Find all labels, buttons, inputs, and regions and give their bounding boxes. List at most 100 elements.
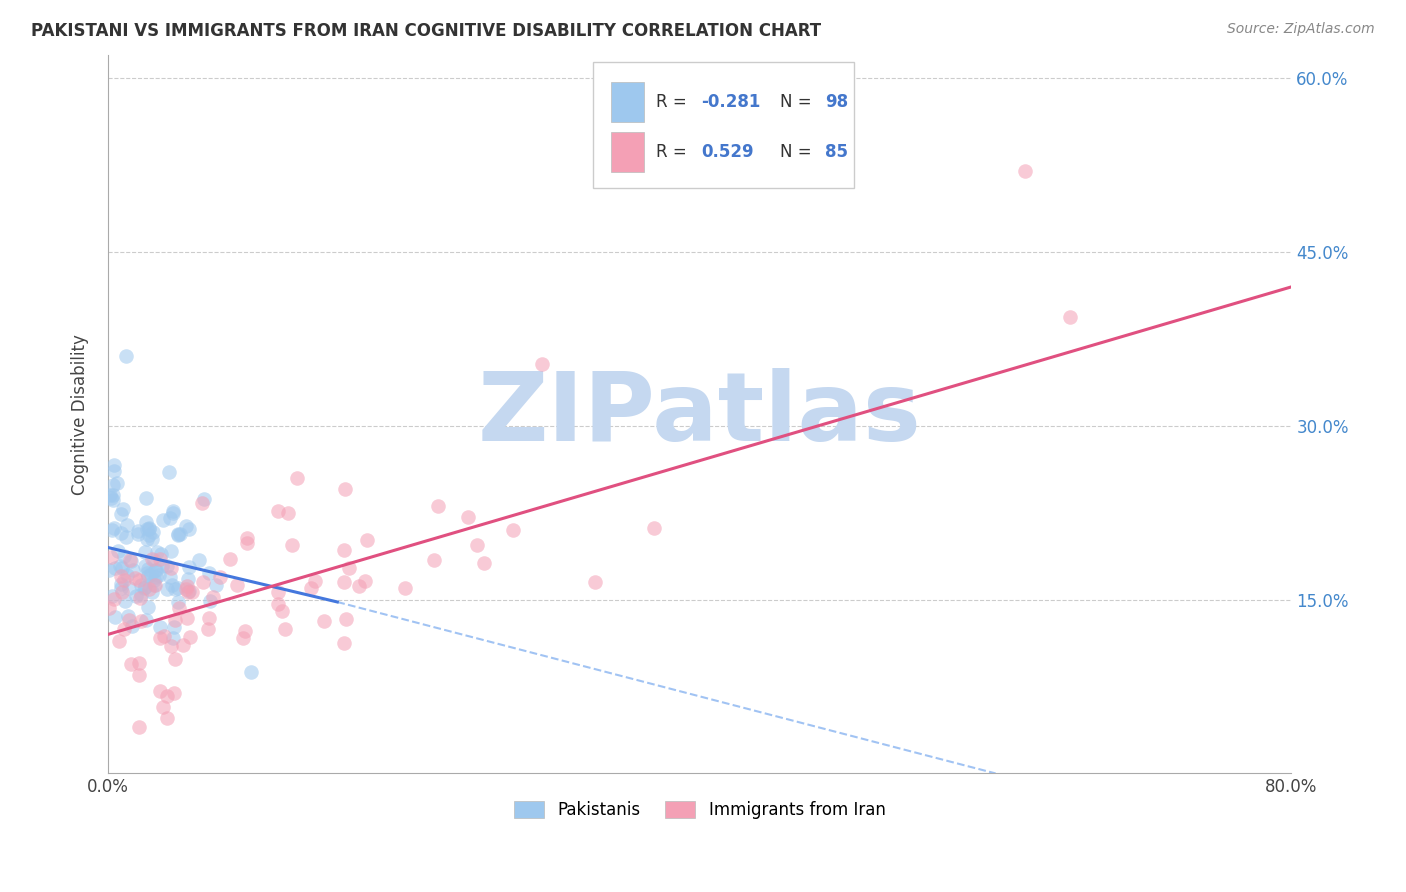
Point: [160, 544, 183, 558]
Point: [148, 567, 170, 582]
Point: [166, 581, 188, 595]
Point: [135, 491, 157, 505]
Point: [167, 594, 190, 608]
Point: [204, 577, 226, 591]
Point: [156, 711, 179, 725]
Text: PAKISTANI VS IMMIGRANTS FROM IRAN COGNITIVE DISABILITY CORRELATION CHART: PAKISTANI VS IMMIGRANTS FROM IRAN COGNIT…: [31, 22, 821, 40]
Point: [163, 686, 186, 700]
Point: [103, 521, 125, 535]
Text: 0.529: 0.529: [702, 143, 754, 161]
Point: [115, 567, 138, 582]
Point: [118, 552, 141, 566]
Point: [181, 585, 204, 599]
Point: [157, 465, 180, 479]
Point: [337, 560, 360, 574]
Point: [333, 575, 356, 590]
Point: [176, 611, 198, 625]
Point: [314, 614, 336, 628]
Point: [138, 527, 160, 541]
Point: [583, 575, 606, 590]
Point: [108, 634, 131, 648]
Point: [281, 538, 304, 552]
Point: [136, 562, 159, 576]
Text: R =: R =: [657, 93, 692, 111]
Point: [152, 513, 174, 527]
Point: [100, 589, 122, 603]
Point: [232, 631, 254, 645]
Point: [177, 585, 200, 599]
Point: [146, 544, 169, 558]
Point: [273, 622, 295, 636]
Point: [142, 573, 165, 587]
Point: [103, 592, 125, 607]
Point: [111, 560, 134, 574]
Point: [177, 560, 200, 574]
Point: [198, 566, 221, 580]
Point: [120, 554, 142, 568]
Point: [423, 553, 446, 567]
Point: [149, 620, 172, 634]
Point: [105, 476, 128, 491]
Point: [174, 519, 197, 533]
Point: [138, 521, 160, 535]
Point: [103, 458, 125, 472]
Point: [100, 491, 122, 506]
Point: [153, 629, 176, 643]
Point: [134, 581, 156, 595]
Point: [163, 582, 186, 596]
Point: [152, 700, 174, 714]
Point: [266, 584, 288, 599]
Point: [277, 507, 299, 521]
Point: [125, 589, 148, 603]
Point: [163, 613, 186, 627]
Point: [141, 551, 163, 566]
Point: [101, 523, 124, 537]
Point: [333, 543, 356, 558]
Point: [165, 652, 187, 666]
Point: [193, 491, 215, 506]
Point: [129, 578, 152, 592]
Point: [191, 496, 214, 510]
Point: [502, 523, 524, 537]
Point: [193, 574, 215, 589]
Point: [163, 619, 186, 633]
Point: [129, 614, 152, 628]
Point: [156, 582, 179, 596]
Point: [110, 507, 132, 521]
Point: [134, 545, 156, 559]
Point: [134, 580, 156, 594]
Text: 98: 98: [825, 93, 848, 111]
Point: [112, 501, 135, 516]
Point: [138, 582, 160, 596]
Text: ZIPatlas: ZIPatlas: [478, 368, 922, 461]
Point: [104, 610, 127, 624]
Point: [166, 528, 188, 542]
Point: [128, 573, 150, 587]
Point: [110, 581, 132, 595]
Point: [145, 563, 167, 577]
Point: [266, 597, 288, 611]
Point: [149, 684, 172, 698]
Point: [188, 553, 211, 567]
Text: N =: N =: [780, 93, 817, 111]
Point: [285, 471, 308, 485]
Point: [98, 601, 121, 615]
Point: [236, 531, 259, 545]
Point: [149, 552, 172, 566]
Bar: [612, 82, 644, 121]
Point: [160, 578, 183, 592]
Point: [208, 569, 231, 583]
Point: [267, 503, 290, 517]
Point: [142, 525, 165, 540]
Point: [472, 556, 495, 570]
Point: [198, 611, 221, 625]
Point: [304, 574, 326, 588]
Point: [160, 640, 183, 654]
Point: [530, 357, 553, 371]
Point: [143, 553, 166, 567]
Point: [124, 571, 146, 585]
Point: [356, 533, 378, 547]
Point: [239, 665, 262, 680]
Point: [149, 631, 172, 645]
Point: [134, 559, 156, 574]
